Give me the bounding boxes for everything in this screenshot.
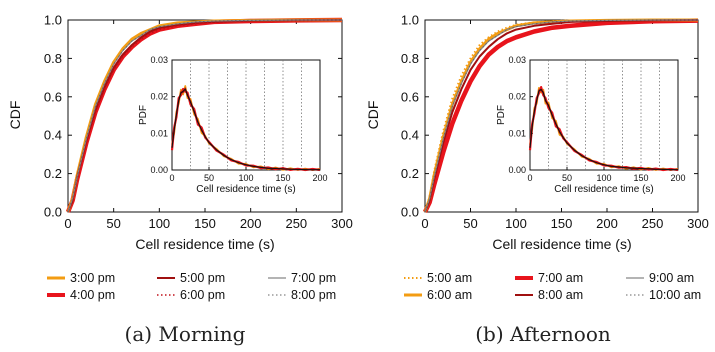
y-tick-label: 0.6 (44, 89, 62, 104)
x-tick-label: 0 (64, 216, 71, 231)
y-tick-label: 0.8 (401, 51, 419, 66)
inset-x-tick-label: 50 (562, 173, 572, 183)
legend-label: 9:00 am (649, 271, 694, 285)
x-tick-label: 250 (642, 216, 664, 231)
legend-label: 5:00 am (427, 271, 472, 285)
cdf-chart-morning: 0.0 0.2 0.4 0.6 0.8 1.0 0 50 100 150 200 250 300 0.00… (44, 13, 353, 232)
y-tick-label: 0.0 (44, 205, 62, 220)
cdf-series-line (422, 18, 699, 213)
inset-y-tick-label: 0.00 (150, 165, 168, 175)
inset-x-tick-label: 0 (527, 173, 532, 183)
inset-y-tick-label: 0.01 (508, 128, 526, 138)
cdf-series-line (424, 19, 699, 213)
inset-x-tick-label: 50 (204, 173, 214, 183)
x-tick-label: 100 (505, 216, 527, 231)
caption-morning: (a) Morning (125, 322, 246, 346)
cdf-series-line (67, 19, 343, 213)
y-tick-label: 1.0 (44, 13, 62, 28)
inset-pdf-line (171, 88, 321, 171)
x-tick-label: 150 (551, 216, 573, 231)
legend-label: 7:00 am (538, 271, 583, 285)
inset-x-tick-label: 100 (238, 173, 253, 183)
legend-label: 4:00 pm (70, 288, 115, 302)
legend-label: 8:00 pm (291, 288, 336, 302)
y-tick-label: 0.8 (44, 51, 62, 66)
y-tick-label: 1.0 (401, 13, 419, 28)
inset-x-tick-label: 200 (312, 173, 327, 183)
inset-x-tick-label: 150 (275, 173, 290, 183)
inset-y-tick-label: 0.00 (508, 165, 526, 175)
y-tick-label: 0.2 (44, 166, 62, 181)
inset-y-tick-label: 0.01 (150, 128, 168, 138)
inset-x-tick-label: 100 (596, 173, 611, 183)
cdf-series-line (424, 19, 698, 213)
x-tick-label: 150 (194, 216, 216, 231)
inset-y-tick-label: 0.02 (150, 92, 168, 102)
legend-label: 6:00 pm (180, 288, 225, 302)
legend-afternoon: 5:00 am 6:00 am 7:00 am 8:00 am 9:00 am 10:00… (404, 271, 701, 302)
cdf-series-line (67, 19, 342, 213)
inset-x-tick-label: 200 (670, 173, 685, 183)
x-tick-label: 200 (596, 216, 618, 231)
cdf-chart-afternoon: 0.0 0.2 0.4 0.6 0.8 1.0 0 50 100 150 200 250 300 0.00… (401, 13, 709, 232)
x-tick-label: 250 (285, 216, 307, 231)
panel-afternoon: 0.0 0.2 0.4 0.6 0.8 1.0 0 50 100 150 200 250 300 0.00… (365, 13, 709, 347)
inset-x-axis-label: Cell residence time (s) (196, 184, 295, 195)
inset-y-tick-label: 0.02 (508, 92, 526, 102)
inset-y-axis-label: PDF (138, 105, 149, 125)
x-tick-label: 100 (148, 216, 170, 231)
x-tick-label: 200 (240, 216, 262, 231)
inset-x-axis-label: Cell residence time (s) (554, 184, 653, 195)
y-tick-label: 0.0 (401, 205, 419, 220)
legend-morning: 3:00 pm 4:00 pm 5:00 pm 6:00 pm 7:00 pm 8:00 … (47, 271, 336, 302)
inset-y-tick-label: 0.03 (150, 55, 168, 65)
x-tick-label: 300 (331, 216, 353, 231)
inset-pdf-line (529, 88, 679, 171)
legend-label: 10:00 am (649, 288, 701, 302)
y-tick-label: 0.2 (401, 166, 419, 181)
caption-afternoon: (b) Afternoon (475, 322, 611, 346)
y-tick-label: 0.6 (401, 89, 419, 104)
inset-y-axis-label: PDF (496, 105, 507, 125)
legend-label: 8:00 am (538, 288, 583, 302)
inset-y-tick-label: 0.03 (508, 55, 526, 65)
x-tick-label: 50 (463, 216, 477, 231)
legend-label: 3:00 pm (70, 271, 115, 285)
x-tick-label: 300 (687, 216, 709, 231)
y-axis-label: CDF (7, 101, 23, 130)
legend-label: 7:00 pm (291, 271, 336, 285)
inset-x-tick-label: 0 (169, 173, 174, 183)
y-axis-label: CDF (365, 101, 381, 130)
panel-morning: 0.0 0.2 0.4 0.6 0.8 1.0 0 50 100 150 200 250 300 0.00… (7, 13, 353, 347)
y-tick-label: 0.4 (44, 128, 62, 143)
x-tick-label: 50 (106, 216, 120, 231)
x-tick-label: 0 (421, 216, 428, 231)
x-axis-label: Cell residence time (s) (135, 236, 274, 252)
inset-x-tick-label: 150 (633, 173, 648, 183)
legend-label: 5:00 pm (180, 271, 225, 285)
legend-label: 6:00 am (427, 288, 472, 302)
x-axis-label: Cell residence time (s) (492, 236, 631, 252)
y-tick-label: 0.4 (401, 128, 419, 143)
